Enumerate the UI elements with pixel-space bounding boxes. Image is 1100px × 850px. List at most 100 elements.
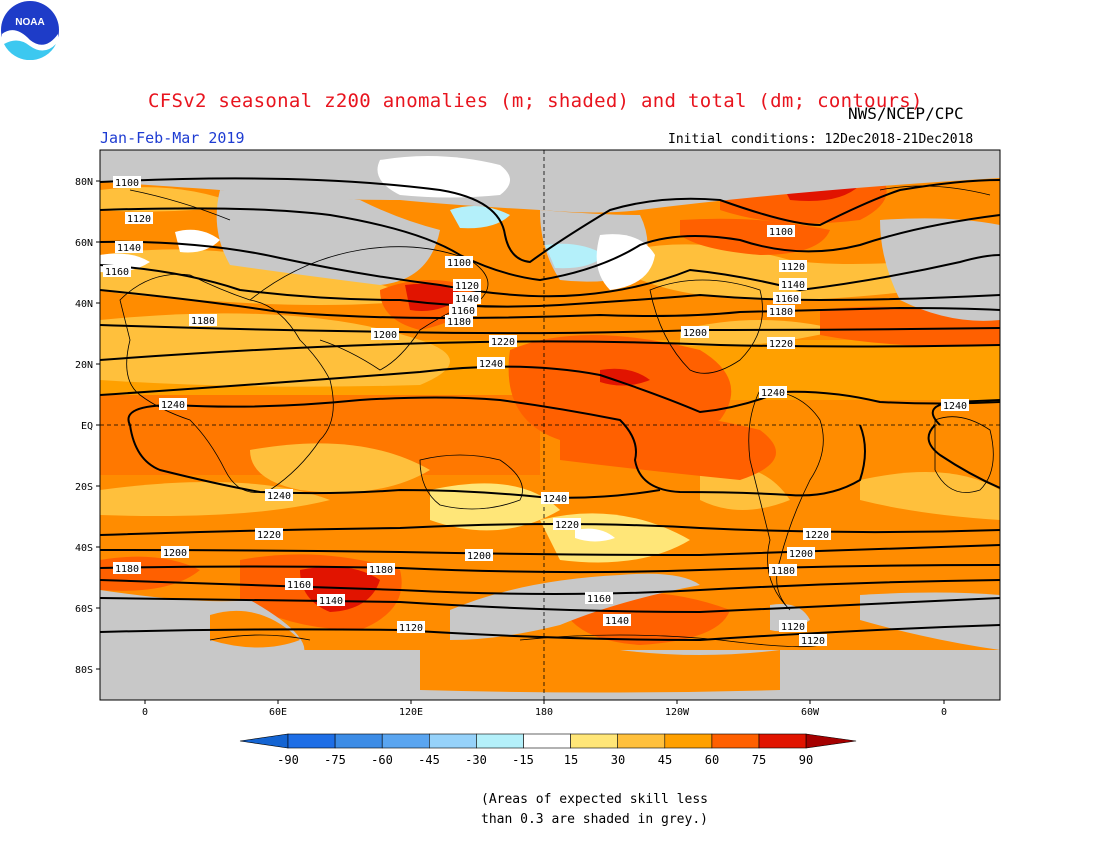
contour-label: 1240 bbox=[265, 489, 293, 502]
colorbar-cell bbox=[381, 733, 430, 749]
map-title: CFSv2 seasonal z200 anomalies (m; shaded… bbox=[148, 90, 923, 112]
lat-label: 20N bbox=[75, 360, 93, 371]
contour-label: 1120 bbox=[453, 279, 481, 292]
colorbar-tick: -60 bbox=[371, 753, 393, 767]
colorbar-arrow-low bbox=[239, 733, 289, 749]
contour-label: 1160 bbox=[285, 578, 313, 591]
agency-label: NWS/NCEP/CPC bbox=[848, 104, 964, 123]
contour-label: 1100 bbox=[767, 225, 795, 238]
contour-label: 1140 bbox=[115, 241, 143, 254]
contour-label: 1160 bbox=[449, 304, 477, 317]
svg-text:1180: 1180 bbox=[771, 566, 795, 577]
contour-label: 1180 bbox=[113, 562, 141, 575]
contour-label: 1180 bbox=[367, 563, 395, 576]
colorbar-tick: -45 bbox=[418, 753, 440, 767]
colorbar-tick: 15 bbox=[564, 753, 578, 767]
svg-text:1180: 1180 bbox=[769, 307, 793, 318]
svg-text:1220: 1220 bbox=[257, 530, 281, 541]
contour-label: 1180 bbox=[189, 314, 217, 327]
svg-text:1120: 1120 bbox=[455, 281, 479, 292]
svg-text:1240: 1240 bbox=[479, 359, 503, 370]
svg-text:1200: 1200 bbox=[467, 551, 491, 562]
contour-label: 1100 bbox=[445, 256, 473, 269]
contour-label: 1120 bbox=[125, 212, 153, 225]
contour-label: 1200 bbox=[787, 547, 815, 560]
svg-text:1220: 1220 bbox=[769, 339, 793, 350]
lon-label: 0 bbox=[142, 707, 148, 718]
colorbar-tick: -75 bbox=[324, 753, 346, 767]
svg-text:1220: 1220 bbox=[491, 337, 515, 348]
contour-label: 1120 bbox=[397, 621, 425, 634]
colorbar-tick: 60 bbox=[705, 753, 719, 767]
colorbar-cell bbox=[523, 733, 571, 749]
contour-label: 1220 bbox=[489, 335, 517, 348]
svg-text:1140: 1140 bbox=[117, 243, 141, 254]
colorbar-cell bbox=[334, 733, 383, 749]
colorbar-cell bbox=[664, 733, 713, 749]
colorbar-tick: -15 bbox=[512, 753, 534, 767]
colorbar-ticks: -90 -75 -60 -45 -30 -15 15 30 45 60 75 9… bbox=[277, 753, 813, 767]
svg-text:1180: 1180 bbox=[191, 316, 215, 327]
contour-label: 1200 bbox=[681, 326, 709, 339]
contour-label: 1240 bbox=[759, 386, 787, 399]
colorbar-tick: -90 bbox=[277, 753, 299, 767]
colorbar-cell bbox=[476, 733, 524, 749]
contour-label: 1160 bbox=[773, 292, 801, 305]
longitude-axis: 0 60E 120E 180 120W 60W 0 bbox=[142, 700, 947, 718]
contour-label: 1200 bbox=[371, 328, 399, 341]
colorbar-tick: 75 bbox=[752, 753, 766, 767]
svg-text:1180: 1180 bbox=[115, 564, 139, 575]
svg-text:1140: 1140 bbox=[781, 280, 805, 291]
skill-note-line2: than 0.3 are shaded in grey.) bbox=[481, 812, 708, 827]
contour-label: 1240 bbox=[941, 399, 969, 412]
colorbar-tick: -30 bbox=[465, 753, 487, 767]
svg-text:1140: 1140 bbox=[605, 616, 629, 627]
lat-label: 40S bbox=[75, 543, 93, 554]
contour-label: 1240 bbox=[159, 398, 187, 411]
colorbar-cell bbox=[758, 733, 807, 749]
colorbar-tick: 90 bbox=[799, 753, 813, 767]
contour-label: 1120 bbox=[779, 620, 807, 633]
svg-text:1160: 1160 bbox=[587, 594, 611, 605]
contour-label: 1140 bbox=[453, 292, 481, 305]
svg-text:1200: 1200 bbox=[163, 548, 187, 559]
lon-label: 60E bbox=[269, 707, 287, 718]
contour-label: 1180 bbox=[767, 305, 795, 318]
colorbar-cells bbox=[239, 733, 857, 749]
lon-label: 120E bbox=[399, 707, 423, 718]
contour-label: 1140 bbox=[317, 594, 345, 607]
lat-label: EQ bbox=[81, 421, 93, 432]
contour-label: 1220 bbox=[255, 528, 283, 541]
colorbar-tick: 45 bbox=[658, 753, 672, 767]
svg-text:1180: 1180 bbox=[447, 317, 471, 328]
svg-text:1180: 1180 bbox=[369, 565, 393, 576]
lat-label: 60N bbox=[75, 238, 93, 249]
lat-label: 40N bbox=[75, 299, 93, 310]
svg-text:1140: 1140 bbox=[455, 294, 479, 305]
svg-text:1240: 1240 bbox=[761, 388, 785, 399]
svg-text:1240: 1240 bbox=[267, 491, 291, 502]
svg-text:1120: 1120 bbox=[781, 262, 805, 273]
colorbar-cell bbox=[570, 733, 618, 749]
height-contours bbox=[100, 177, 1000, 642]
colorbar-cell bbox=[711, 733, 760, 749]
noaa-logo-icon: NOAA bbox=[1, 1, 59, 62]
contour-label: 1200 bbox=[161, 546, 189, 559]
lat-label: 80N bbox=[75, 177, 93, 188]
contour-label: 1140 bbox=[603, 614, 631, 627]
contour-label: 1120 bbox=[799, 634, 827, 647]
svg-text:1200: 1200 bbox=[683, 328, 707, 339]
lon-label: 60W bbox=[801, 707, 820, 718]
lon-label: 0 bbox=[941, 707, 947, 718]
contour-label: 1220 bbox=[553, 518, 581, 531]
anomaly-map: 1100 1100 1100 1120 1120 1120 1120 1140 … bbox=[75, 149, 1001, 718]
lon-label: 120W bbox=[665, 707, 690, 718]
contour-label: 1240 bbox=[477, 357, 505, 370]
noaa-logo-text: NOAA bbox=[15, 17, 44, 28]
contour-label: 1160 bbox=[585, 592, 613, 605]
svg-text:1220: 1220 bbox=[805, 530, 829, 541]
svg-text:1200: 1200 bbox=[789, 549, 813, 560]
lat-label: 80S bbox=[75, 665, 93, 676]
svg-text:1120: 1120 bbox=[127, 214, 151, 225]
svg-text:1240: 1240 bbox=[943, 401, 967, 412]
